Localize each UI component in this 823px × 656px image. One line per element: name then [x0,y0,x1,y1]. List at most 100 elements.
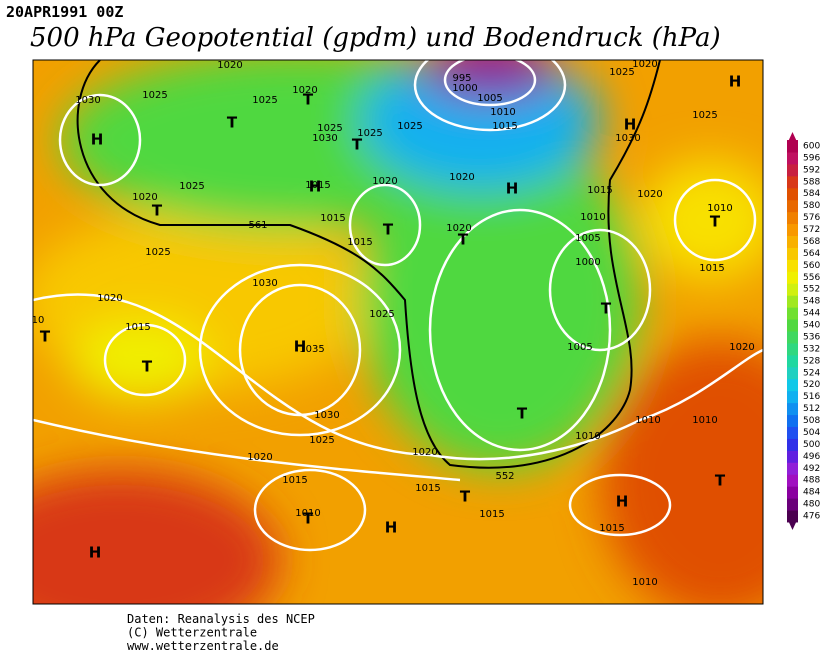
isobar-label: 1010 [692,415,717,426]
isobar-label: 1010 [295,508,320,519]
pressure-center: T [40,328,51,346]
isobar-label: 1010 [490,107,515,118]
isobar-label: 1020 [132,192,157,203]
isobar-label: 1010 [707,203,732,214]
isobar-label: 1025 [317,123,342,134]
colorbar-label: 572 [803,225,820,235]
colorbar-swatch [787,271,798,284]
colorbar-swatch [787,474,798,487]
isobar-label: 1020 [449,172,474,183]
isobar-label: 1015 [415,483,440,494]
isobar-label: 1000 [452,83,477,94]
colorbar-swatch [787,390,798,404]
isobar-label: 1030 [252,278,277,289]
colorbar-label: 548 [803,297,820,307]
colorbar-swatch [787,140,798,153]
footer-line: (C) Wetterzentrale [127,626,257,640]
pressure-center: H [616,493,629,511]
isobar-label: 1025 [309,435,334,446]
isobar-label: 1020 [446,223,471,234]
colorbar-label: 592 [803,165,820,175]
isobar-label: 1010 [580,212,605,223]
colorbar-label: 588 [803,177,820,187]
colorbar-label: 576 [803,213,820,223]
isobar-label: 1015 [125,322,150,333]
isobar-label: 1025 [357,128,382,139]
colorbar-swatch [787,175,798,189]
colorbar-label: 480 [803,500,820,510]
pressure-center: H [91,131,104,149]
isobar-label: 1020 [632,59,657,70]
colorbar-swatch [787,331,798,344]
pressure-center: H [385,519,398,537]
colorbar-label: 512 [803,404,820,414]
title: 500 hPa Geopotential (gpdm) und Bodendru… [30,23,721,53]
colorbar-label: 496 [803,452,820,462]
pressure-center: H [294,338,307,356]
isobar-label: 552 [495,471,514,482]
isobar-label: 561 [248,220,267,231]
pressure-center: T [458,231,469,249]
colorbar-swatch [787,510,798,523]
colorbar-swatch [787,163,798,177]
colorbar-swatch [787,199,798,213]
isobar-label: 995 [452,73,471,84]
footer-line: www.wetterzentrale.de [127,639,279,653]
isobar-label: 1010 [575,431,600,442]
colorbar-swatch [787,498,798,511]
colorbar-label: 536 [803,332,820,342]
colorbar-swatch [787,307,798,320]
pressure-center: T [460,488,471,506]
colorbar-swatch [787,223,798,237]
isobar-label: 1020 [372,176,397,187]
colorbar-label: 476 [803,512,820,522]
colorbar-swatch [787,283,798,296]
colorbar-swatch [787,151,798,165]
pressure-center: T [710,213,721,231]
isobar-label: 1015 [587,185,612,196]
colorbar-swatch [787,438,798,451]
pressure-center: H [506,180,519,198]
isobar-label: 1015 [699,263,724,274]
colorbar-label: 520 [803,380,820,390]
isobar-label: 1015 [599,523,624,534]
pressure-center: T [152,202,163,220]
colorbar-label: 500 [803,440,820,450]
isobar-label: 1030 [314,410,339,421]
isobar-label: 1005 [477,93,502,104]
colorbar-swatch [787,450,798,463]
pressure-center: T [517,405,528,423]
colorbar-swatch [787,247,798,260]
colorbar-label: 532 [803,344,820,354]
colorbar-label: 580 [803,201,820,211]
colorbar-label: 484 [803,488,820,498]
isobar-label: 1025 [252,95,277,106]
colorbar-swatch [787,319,798,332]
isobar-label: 1010 [632,577,657,588]
colorbar-label: 568 [803,237,820,247]
colorbar-swatch [787,366,798,380]
colorbar-label: 556 [803,273,820,283]
colorbar-swatch [787,354,798,368]
isobar-label: 1020 [729,342,754,353]
isobar-label: 1015 [320,213,345,224]
colorbar-swatch [787,211,798,225]
colorbar-label: 600 [803,142,820,152]
colorbar-swatch [787,378,798,392]
pressure-center: H [89,544,102,562]
pressure-center: T [715,472,726,490]
isobar-label: 1005 [567,342,592,353]
isobar-label: 1025 [145,247,170,258]
pressure-center: T [601,300,612,318]
isobar-label: 1025 [142,90,167,101]
pressure-center: T [303,91,314,109]
isobar-label: 10 [32,315,45,326]
isobar-label: 1025 [179,181,204,192]
isobar-label: 1030 [615,133,640,144]
colorbar-swatch [787,426,798,439]
pressure-center: T [142,358,153,376]
isobar-label: 1020 [217,60,242,71]
colorbar-label: 560 [803,261,820,271]
colorbar-swatch [787,235,798,248]
